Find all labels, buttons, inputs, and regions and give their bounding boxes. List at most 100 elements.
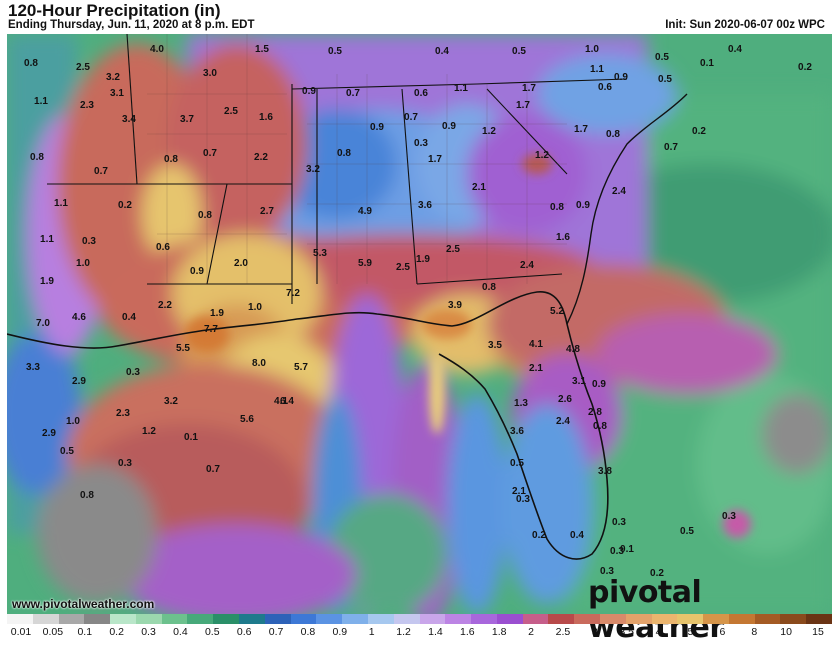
precip-value-label: 0.2 <box>118 200 132 211</box>
legend-swatch <box>703 614 729 624</box>
precip-value-label: 0.3 <box>612 517 626 528</box>
precip-value-label: 1.6 <box>259 112 273 123</box>
legend-tick-label: 6 <box>719 626 726 638</box>
precip-value-label: 2.4 <box>612 186 626 197</box>
precip-value-label: 1.2 <box>535 150 549 161</box>
legend-tick-label: 15 <box>812 626 824 638</box>
precip-value-labels: 0.8 1.1 2.5 3.2 4.0 1.5 0.5 0.4 0.5 1.0 0.5 0.4 0.1 3… <box>24 44 812 579</box>
legend-tick-label: 3.5 <box>619 626 635 638</box>
precip-value-label: 1.0 <box>248 302 262 313</box>
website-url[interactable]: www.pivotalweather.com <box>12 597 155 611</box>
precip-value-label: 0.8 <box>24 58 38 69</box>
precip-value-label: 1.9 <box>416 254 430 265</box>
legend-swatch <box>316 614 343 624</box>
legend-tick-label: 0.1 <box>77 626 93 638</box>
precip-value-label: 0.9 <box>370 122 384 133</box>
precip-value-label: 0.9 <box>302 86 316 97</box>
precip-value-label: 0.4 <box>435 46 449 57</box>
legend-swatch <box>187 614 214 624</box>
precip-value-label: 2.4 <box>520 260 534 271</box>
precip-value-label: 5.6 <box>240 414 254 425</box>
precip-value-label: 3.2 <box>306 164 320 175</box>
legend-swatch <box>239 614 265 624</box>
precip-value-label: 2.4 <box>556 416 570 427</box>
precip-value-label: 0.6 <box>156 242 170 253</box>
precip-value-label: 0.5 <box>512 46 526 57</box>
legend-swatch <box>290 614 317 624</box>
precip-value-label: 1.7 <box>522 83 536 94</box>
legend-swatch <box>548 614 575 624</box>
precip-value-label: 1.1 <box>590 64 604 75</box>
precip-value-label: 0.5 <box>658 74 672 85</box>
precip-value-label: 2.5 <box>396 262 410 273</box>
precip-value-label: 1.6 <box>556 232 570 243</box>
precip-value-label: 0.4 <box>728 44 742 55</box>
precip-value-label: 2.2 <box>254 152 268 163</box>
precip-value-label: 2.5 <box>446 244 460 255</box>
precip-value-label: 0.3 <box>516 494 530 505</box>
precip-value-label: 0.2 <box>650 568 664 579</box>
precip-value-label: 0.5 <box>328 46 342 57</box>
legend-swatch <box>496 614 523 624</box>
legend-tick-label: 0.05 <box>42 626 64 638</box>
precip-value-label: 2.1 <box>529 363 543 374</box>
county-lines <box>147 34 567 284</box>
precip-value-label: 0.1 <box>620 544 634 555</box>
precip-value-label: 2.6 <box>558 394 572 405</box>
precip-value-label: 8.0 <box>252 358 266 369</box>
legend-swatch <box>32 614 59 624</box>
precip-value-label: 4.9 <box>358 206 372 217</box>
precip-highlights <box>185 154 751 538</box>
legend-swatch <box>7 614 33 624</box>
precip-value-label: 3.1 <box>110 88 124 99</box>
precip-value-label: 7.2 <box>286 288 300 299</box>
precip-value-label: 0.3 <box>610 546 624 557</box>
legend-tick-label: 0.7 <box>268 626 284 638</box>
precip-value-label: 5.7 <box>294 362 308 373</box>
precip-value-label: 0.3 <box>126 367 140 378</box>
precip-value-label: 0.6 <box>598 82 612 93</box>
precip-value-label: 4.0 <box>150 44 164 55</box>
precip-value-label: 4.1 <box>529 339 543 350</box>
precip-value-label: 3.9 <box>448 300 462 311</box>
legend-swatch <box>367 614 394 624</box>
precip-value-label: 0.7 <box>346 88 360 99</box>
precip-value-label: 0.3 <box>82 236 96 247</box>
legend-tick-label: 1.2 <box>396 626 411 638</box>
legend-swatch <box>342 614 368 624</box>
precip-value-label: 3.6 <box>418 200 432 211</box>
precip-value-label: 2.3 <box>116 408 130 419</box>
precip-value-label: 0.3 <box>722 511 736 522</box>
precip-value-label: 0.8 <box>30 152 44 163</box>
precip-value-label: 7.0 <box>36 318 50 329</box>
legend-tick-label: 0.2 <box>109 626 124 638</box>
legend-tick-label: 0.8 <box>300 626 316 638</box>
precip-value-label: 0.4 <box>570 530 584 541</box>
precip-value-label: 2.9 <box>42 428 56 439</box>
precip-value-label: 0.8 <box>593 421 607 432</box>
legend-tick-label: 0.6 <box>236 626 252 638</box>
color-legend: 0.01 0.05 0.1 0.2 0.3 0.4 0.5 0.6 0.7 0.8 0.9 1 1.2 1… <box>7 614 832 642</box>
coastline <box>7 291 609 560</box>
precip-value-label: 0.9 <box>190 266 204 277</box>
precip-value-label: 1.0 <box>76 258 90 269</box>
init-time: Init: Sun 2020-06-07 00z WPC <box>665 19 825 31</box>
precip-value-label: 3.2 <box>106 72 120 83</box>
precip-value-label: 0.9 <box>614 72 628 83</box>
precip-value-label: 2.2 <box>158 300 172 311</box>
legend-swatch <box>806 614 832 624</box>
precip-value-label: 2.0 <box>234 258 248 269</box>
precip-value-label: 1.1 <box>40 234 54 245</box>
precip-value-label: 3.6 <box>510 426 524 437</box>
precipitation-map: 0.8 1.1 2.5 3.2 4.0 1.5 0.5 0.4 0.5 1.0 0.5 0.4 0.1 3… <box>7 34 832 614</box>
precip-value-label: 7.7 <box>204 324 218 335</box>
precip-value-label: 0.7 <box>94 166 108 177</box>
legend-tick-label: 0.9 <box>332 626 348 638</box>
legend-swatch <box>110 614 136 624</box>
legend-swatch <box>780 614 807 624</box>
precip-value-label: 0.8 <box>606 129 620 140</box>
legend-tick-label: 1.8 <box>491 626 507 638</box>
legend-swatch <box>58 614 85 624</box>
legend-swatch <box>471 614 497 624</box>
legend-swatch <box>522 614 549 624</box>
